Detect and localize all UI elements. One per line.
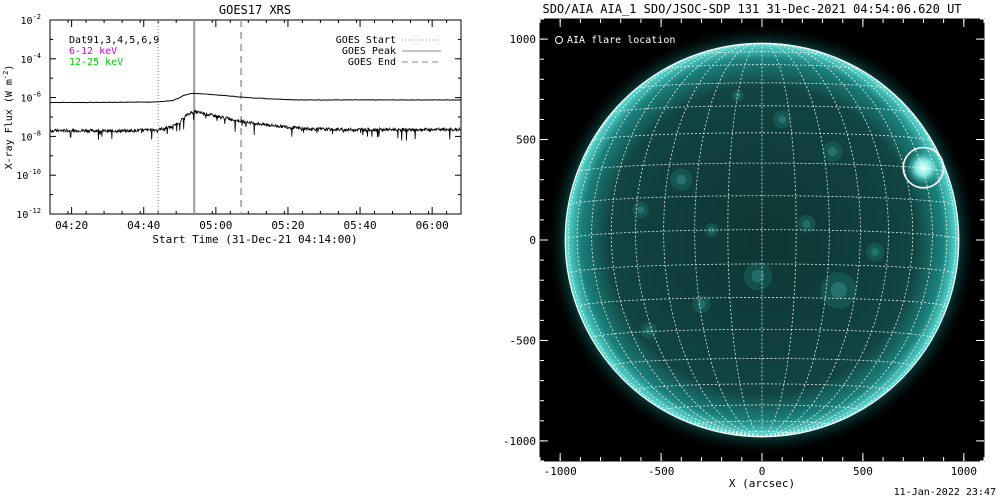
active-region-blob: [692, 295, 711, 314]
footer-timestamp: 11-Jan-2022 23:47: [894, 487, 996, 498]
longitude-line: [761, 43, 933, 437]
active-region-core: [870, 247, 880, 257]
legend-12-25-kev: 12-25 keV: [69, 57, 123, 68]
goes-x-tick-label: 05:20: [271, 219, 304, 232]
aia-x-tick-label: -500: [648, 465, 675, 478]
aia-x-axis-label: X (arcsec): [729, 477, 795, 490]
longitude-line: [761, 52, 957, 437]
goes-series: [50, 92, 461, 141]
longitude-line: [610, 43, 763, 437]
legend-dataset: Dat91,3,4,5,6,9: [69, 35, 159, 46]
active-region-blob: [640, 322, 658, 339]
goes-event-lines: [157, 20, 242, 214]
active-region-core: [751, 269, 765, 283]
aia-x-tick-label: 1000: [951, 465, 978, 478]
active-region-blob: [820, 272, 857, 309]
latitude-line: [695, 51, 829, 56]
latitude-line: [568, 195, 956, 206]
legend-6-12-kev: 6-12 keV: [69, 46, 117, 57]
aia-x-tick-label: 0: [759, 465, 766, 478]
legend-goes-peak: GOES Peak: [342, 46, 396, 57]
goes-long-series: [50, 92, 461, 104]
goes-y-tick-label: 10-6: [21, 91, 41, 105]
longitude-line: [663, 42, 763, 437]
active-region-core: [697, 300, 706, 309]
active-region-core: [676, 174, 687, 185]
aia-y-tick-label: 0: [529, 234, 536, 247]
aia-y-tick-label: -500: [510, 334, 537, 347]
goes-xrs-panel: GOES17 XRS 10-2 10-4 10-6 10-8 10-10 10-12 04…: [2, 3, 462, 246]
goes-y-tick-label: 10-12: [16, 207, 41, 221]
active-region-core: [830, 282, 847, 299]
aia-x-tick-label: -1000: [544, 465, 577, 478]
legend-goes-end: GOES End: [348, 57, 396, 68]
goes-y-ticks: 10-2 10-4 10-6 10-8 10-10 10-12: [16, 13, 461, 221]
flare-bright-region: [905, 149, 942, 186]
active-region-core: [645, 326, 653, 335]
longitude-line: [761, 43, 914, 437]
latitude-line: [611, 105, 913, 114]
solar-limb: [564, 42, 960, 438]
aia-image-panel: SDO/AIA AIA_1 SDO/JSOC-SDP 131 31-Dec-20…: [503, 2, 985, 490]
active-region-blob: [865, 242, 885, 262]
longitude-line: [761, 43, 889, 437]
latitude-line: [663, 64, 861, 70]
active-region-blob: [822, 141, 843, 162]
active-region-blob: [632, 201, 649, 218]
latitude-line: [576, 297, 948, 308]
active-region-blob: [670, 168, 693, 191]
active-region-core: [637, 206, 645, 214]
goes-x-tick-label: 04:40: [127, 219, 160, 232]
goes-x-ticks: 04:20 04:40 05:00 05:20 05:40 06:00: [49, 20, 449, 232]
flare-legend-label: AIA flare location: [567, 35, 675, 46]
longitude-line: [694, 42, 763, 437]
goes-title: GOES17 XRS: [219, 3, 291, 17]
flare-location-marker: [902, 146, 945, 189]
longitude-line: [761, 42, 830, 437]
active-region-core: [778, 115, 787, 124]
longitude-line: [761, 42, 797, 437]
active-region-core: [802, 219, 811, 229]
goes-x-tick-label: 06:00: [416, 219, 449, 232]
latitude-line: [663, 404, 861, 411]
active-region-blob: [704, 222, 719, 238]
active-region-core: [708, 226, 715, 234]
longitude-line: [576, 45, 763, 437]
active-region-blob: [773, 110, 792, 129]
goes-y-axis-label: X-ray Flux (W m-2): [2, 65, 15, 170]
goes-y-tick-label: 10-4: [21, 52, 41, 66]
longitude-line: [591, 43, 763, 437]
goes-y-tick-label: 10-8: [21, 129, 41, 143]
aia-title: SDO/AIA AIA_1 SDO/JSOC-SDP 131 31-Dec-20…: [542, 2, 961, 16]
goes-plot-frame: [49, 19, 462, 215]
latitude-line: [610, 358, 914, 367]
longitude-line: [567, 52, 763, 437]
latitude-line: [591, 132, 933, 142]
aia-axis-ticks: -1000 -500 0 500 1000 1000 500 0 -500 -1000: [503, 18, 985, 478]
latitude-line: [564, 229, 960, 241]
legend-goes-start: GOES Start: [336, 35, 396, 46]
goes-y-tick-label: 10-10: [16, 168, 41, 182]
aia-y-tick-label: -1000: [503, 435, 536, 448]
goes-y-tick-label: 10-2: [21, 13, 41, 27]
active-region-blob: [797, 214, 816, 234]
active-region-blob: [743, 262, 773, 291]
aia-x-tick-label: 500: [853, 465, 873, 478]
goes-short-series: [50, 109, 461, 141]
longitude-line: [761, 45, 948, 437]
flare-legend-symbol: [555, 36, 563, 44]
goes-x-axis-label: Start Time (31-Dec-21 04:14:00): [152, 233, 357, 246]
latitude-line: [635, 82, 889, 90]
longitude-line: [727, 42, 763, 437]
goes-x-tick-label: 05:40: [343, 219, 376, 232]
aia-y-tick-label: 500: [516, 134, 536, 147]
goes-x-tick-label: 05:00: [199, 219, 232, 232]
longitude-line: [761, 42, 861, 437]
aia-y-tick-label: 1000: [510, 33, 537, 46]
active-region-core: [828, 147, 838, 157]
goes-x-tick-label: 04:20: [55, 219, 88, 232]
longitude-line: [635, 43, 763, 437]
latitude-line: [635, 383, 889, 391]
